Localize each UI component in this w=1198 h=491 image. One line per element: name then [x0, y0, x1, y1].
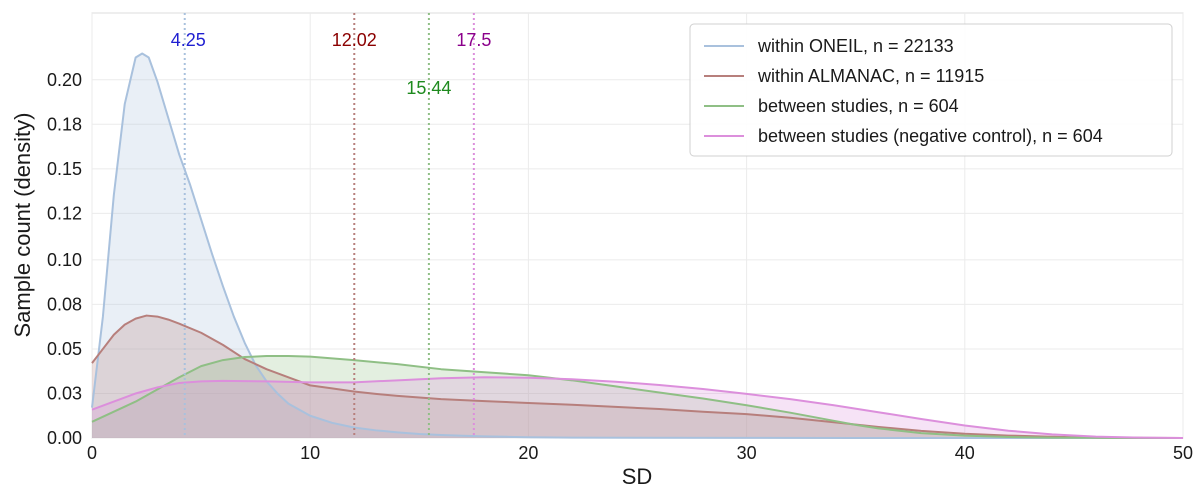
median-label-1: 12.02 [332, 30, 377, 50]
x-axis-label: SD [622, 464, 653, 489]
y-tick-label: 0.12 [47, 203, 82, 223]
legend-box [689, 23, 1173, 157]
series-area-2 [92, 356, 1183, 438]
series-area-0 [92, 53, 1183, 438]
x-tick-label: 10 [300, 443, 320, 463]
legend-label-1: within ALMANAC, n = 11915 [757, 66, 984, 86]
x-tick-label: 20 [518, 443, 538, 463]
series-line-0 [91, 52, 1183, 439]
legend-label-3: between studies (negative control), n = … [758, 126, 1103, 146]
series-line-1 [91, 314, 1184, 439]
y-tick-labels: 0.00 0.03 0.05 0.08 0.10 0.12 0.15 0.18 0.20 [47, 70, 82, 448]
median-label-3: 17.5 [456, 30, 491, 50]
x-tick-label: 50 [1173, 443, 1193, 463]
series-area-1 [92, 315, 1183, 438]
y-tick-label: 0.03 [47, 383, 82, 403]
median-line-layer: 4.25 12.02 15.44 17.5 [171, 13, 491, 438]
y-tick-label: 0.05 [47, 339, 82, 359]
y-tick-label: 0.00 [47, 428, 82, 448]
legend-label-2: between studies, n = 604 [758, 96, 959, 116]
median-label-2: 15.44 [406, 78, 451, 98]
y-tick-label: 0.15 [47, 159, 82, 179]
series-line-layer [91, 52, 1184, 439]
y-tick-label: 0.08 [47, 294, 82, 314]
x-tick-label: 30 [737, 443, 757, 463]
x-tick-label: 40 [955, 443, 975, 463]
x-tick-label: 0 [87, 443, 97, 463]
y-axis-label: Sample count (density) [10, 113, 35, 338]
legend-label-0: within ONEIL, n = 22133 [757, 36, 954, 56]
series-line-3 [91, 376, 1184, 439]
median-label-0: 4.25 [171, 30, 206, 50]
y-tick-label: 0.18 [47, 114, 82, 134]
y-tick-label: 0.10 [47, 250, 82, 270]
x-tick-labels: 0 10 20 30 40 50 [87, 443, 1193, 463]
y-tick-label: 0.20 [47, 70, 82, 90]
legend: within ONEIL, n = 22133 within ALMANAC, n… [689, 23, 1173, 157]
